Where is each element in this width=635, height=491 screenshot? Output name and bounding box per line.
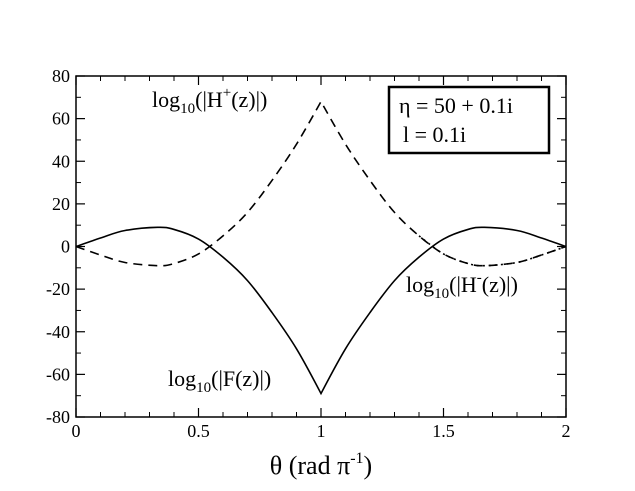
x-tick-label: 1.5 — [432, 421, 455, 441]
y-tick-label: 20 — [52, 194, 70, 214]
legend-box — [387, 85, 551, 155]
axis-tick-labels: 0 0.5 1 1.5 2 -80 -60 -40 -20 0 20 40 60 80 — [46, 66, 571, 441]
legend: η = 50 + 0.1i l = 0.1i — [387, 85, 551, 155]
series-lines — [75, 99, 567, 396]
series-line-H- — [418, 235, 567, 267]
x-tick-label: 1 — [317, 421, 326, 441]
annotation-hplus: log10(|H+(z)|) — [152, 85, 267, 117]
x-axis-title: θ (rad π-1) — [270, 450, 372, 480]
y-tick-label: -80 — [46, 407, 70, 427]
y-tick-label: -60 — [46, 364, 70, 384]
x-tick-label: 2 — [562, 421, 571, 441]
x-tick-label: 0 — [72, 421, 81, 441]
legend-line-l: l = 0.1i — [403, 122, 466, 147]
axis-ticks — [75, 75, 567, 418]
y-tick-label: 60 — [52, 109, 70, 129]
y-tick-label: 80 — [52, 66, 70, 86]
x-tick-label: 0.5 — [187, 421, 210, 441]
y-tick-label: -20 — [46, 279, 70, 299]
annotation-hminus: log10(|H-(z)|) — [406, 270, 518, 302]
y-tick-label: -40 — [46, 322, 70, 342]
series-line-F — [75, 226, 567, 396]
y-tick-label: 40 — [52, 151, 70, 171]
annotation-f: log10(|F(z)|) — [168, 366, 271, 396]
legend-line-eta: η = 50 + 0.1i — [399, 93, 513, 118]
y-tick-label: 0 — [61, 237, 70, 257]
